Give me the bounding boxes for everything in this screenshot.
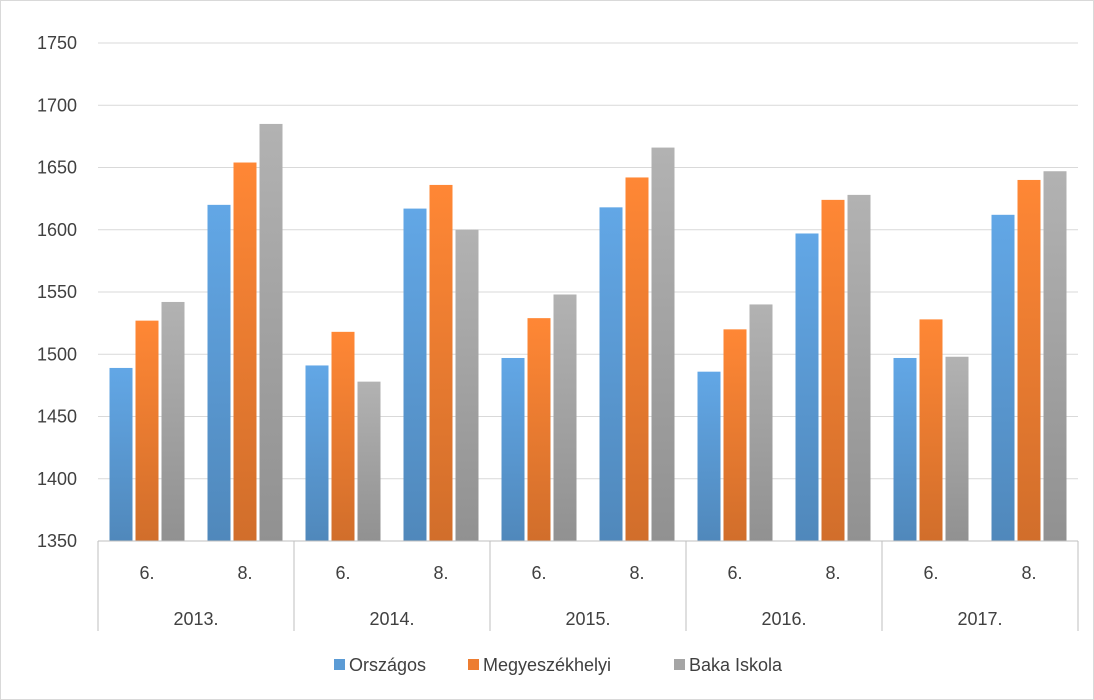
- bar: [455, 229, 479, 541]
- x-category-label: 8.: [237, 563, 252, 583]
- y-tick-label: 1500: [37, 344, 77, 364]
- bar: [919, 319, 943, 541]
- x-category-label: 8.: [825, 563, 840, 583]
- y-tick-label: 1750: [37, 33, 77, 53]
- bar: [651, 147, 675, 541]
- y-tick-label: 1550: [37, 282, 77, 302]
- bar: [357, 381, 381, 541]
- bar: [553, 294, 577, 541]
- bars: [109, 123, 1067, 542]
- bar: [233, 162, 257, 541]
- y-tick-label: 1700: [37, 95, 77, 115]
- bar: [821, 199, 845, 541]
- bar: [527, 318, 551, 541]
- x-group-label: 2016.: [761, 609, 806, 629]
- y-tick-label: 1400: [37, 469, 77, 489]
- x-category-label: 6.: [335, 563, 350, 583]
- x-category-label: 6.: [139, 563, 154, 583]
- bar: [625, 177, 649, 541]
- bar: [207, 204, 231, 541]
- x-category-label: 6.: [923, 563, 938, 583]
- x-category-label: 8.: [629, 563, 644, 583]
- x-category-label: 6.: [531, 563, 546, 583]
- legend-swatch: [334, 659, 345, 670]
- x-group-label: 2015.: [565, 609, 610, 629]
- legend-label: Megyeszékhelyi: [483, 655, 611, 675]
- bar: [109, 367, 133, 541]
- bar: [501, 357, 525, 541]
- bar: [697, 371, 721, 541]
- bar: [429, 184, 453, 541]
- bar: [135, 320, 159, 541]
- bar: [847, 194, 871, 541]
- legend-label: Országos: [349, 655, 426, 675]
- bar: [259, 123, 283, 542]
- x-group-label: 2014.: [369, 609, 414, 629]
- bar: [403, 208, 427, 541]
- bar: [331, 331, 355, 541]
- x-group-label: 2017.: [957, 609, 1002, 629]
- bar: [1017, 179, 1041, 541]
- bar: [945, 356, 969, 541]
- bar: [723, 329, 747, 541]
- legend-label: Baka Iskola: [689, 655, 783, 675]
- bar: [893, 357, 917, 541]
- bar: [161, 301, 185, 541]
- x-category-label: 6.: [727, 563, 742, 583]
- y-tick-label: 1350: [37, 531, 77, 551]
- x-category-label: 8.: [433, 563, 448, 583]
- bar: [795, 233, 819, 542]
- legend-swatch: [468, 659, 479, 670]
- y-tick-label: 1450: [37, 407, 77, 427]
- bar: [1043, 171, 1067, 542]
- bar: [749, 304, 773, 541]
- bar: [305, 365, 329, 541]
- bar: [599, 207, 623, 541]
- axes: 1350 1400 1450 1500 1550 1600 1650 1700 1750 6. 8.…: [37, 33, 1079, 631]
- y-tick-label: 1600: [37, 220, 77, 240]
- bar: [991, 214, 1015, 541]
- legend: Országos Megyeszékhelyi Baka Iskola: [334, 655, 783, 675]
- legend-swatch: [674, 659, 685, 670]
- x-category-label: 8.: [1021, 563, 1036, 583]
- x-group-label: 2013.: [173, 609, 218, 629]
- y-tick-label: 1650: [37, 158, 77, 178]
